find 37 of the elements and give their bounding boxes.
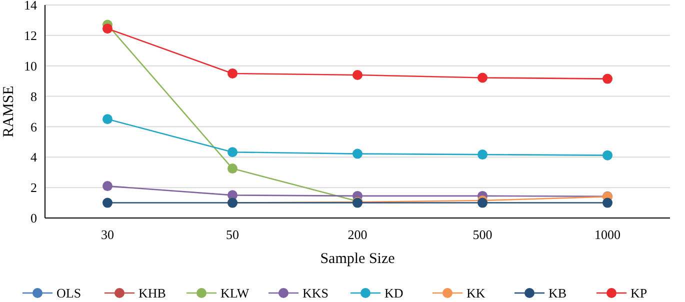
x-tick-label: 50	[226, 227, 239, 242]
legend-label: KKS	[302, 286, 329, 301]
x-tick-label: 500	[472, 227, 492, 242]
point	[228, 68, 238, 78]
y-tick-label: 10	[24, 58, 37, 74]
legend-label: OLS	[56, 286, 82, 301]
y-tick-label: 4	[30, 150, 38, 165]
point	[352, 70, 362, 80]
point	[602, 198, 612, 208]
y-tick-label: 12	[24, 28, 37, 43]
point	[228, 147, 238, 158]
point	[602, 74, 612, 84]
point	[102, 114, 112, 124]
point	[102, 181, 112, 192]
y-tick-label: 8	[30, 88, 37, 104]
legend-label: KHB	[138, 286, 166, 301]
point	[602, 150, 612, 160]
legend-label: KK	[466, 286, 486, 301]
point	[102, 198, 112, 208]
x-axis-title: Sample Size	[320, 251, 396, 267]
legend-label: KB	[548, 286, 567, 301]
x-tick-label: 1000	[594, 227, 620, 242]
point	[478, 72, 488, 83]
x-tick-label: 30	[101, 227, 114, 242]
point	[102, 24, 112, 34]
y-tick-label: 0	[30, 210, 37, 226]
y-tick-label: 6	[30, 119, 38, 134]
y-tick-label: 14	[24, 0, 38, 13]
point	[228, 164, 238, 174]
legend-label: KP	[630, 286, 648, 301]
y-axis-title: RAMSE	[1, 86, 17, 138]
point	[352, 148, 362, 159]
y-tick-label: 2	[30, 180, 37, 196]
x-tick-label: 200	[348, 227, 368, 242]
legend-label: KD	[384, 286, 404, 301]
point	[478, 150, 488, 160]
legend-label: KLW	[220, 286, 250, 301]
